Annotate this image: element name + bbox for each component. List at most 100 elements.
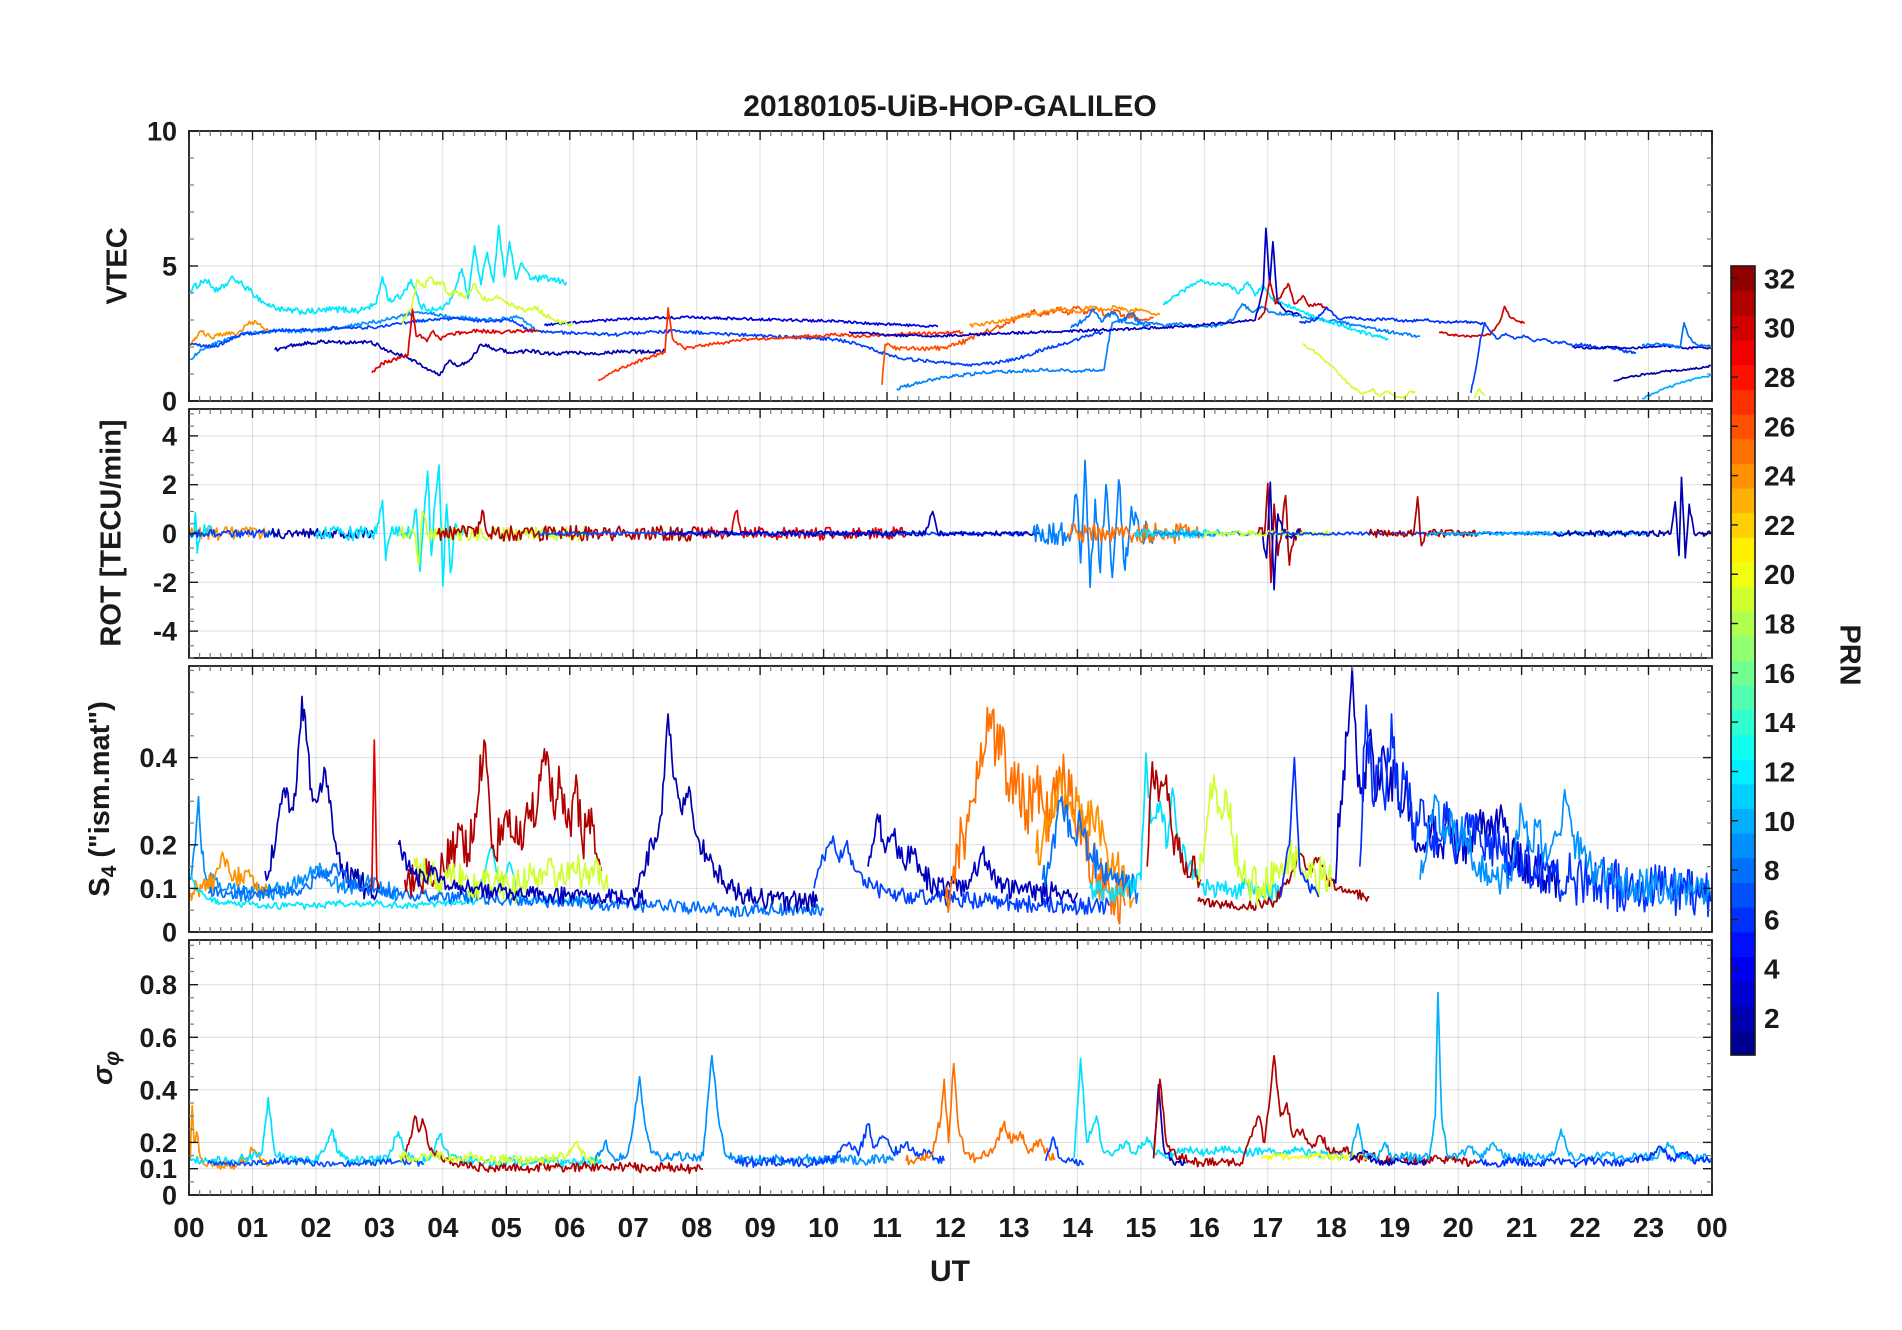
- series-line: [1197, 852, 1370, 911]
- series-line: [813, 835, 1110, 916]
- series-line: [315, 464, 466, 587]
- series-line: [543, 315, 939, 328]
- x-tick-label: 06: [554, 1212, 585, 1243]
- y-tick-label: 0: [162, 387, 177, 417]
- y-tick-label: 0: [162, 918, 177, 948]
- x-tick-label: 08: [681, 1212, 712, 1243]
- rot-series-group: [189, 459, 1712, 591]
- y-tick-label: 0.4: [139, 1075, 177, 1105]
- colorbar-band: [1731, 931, 1755, 957]
- colorbar-tick-label: 26: [1764, 411, 1795, 442]
- series-line: [1349, 991, 1712, 1163]
- y-tick-label: 0.6: [139, 1023, 177, 1053]
- colorbar-tick-label: 16: [1764, 658, 1795, 689]
- y-axis-label-vtec: VTEC: [101, 227, 134, 305]
- x-tick-label: 17: [1252, 1212, 1283, 1243]
- vtec-series-group: [189, 224, 1712, 400]
- series-line: [1476, 1145, 1712, 1168]
- series-line: [867, 813, 1079, 905]
- series-line: [664, 510, 1040, 538]
- series-line: [1146, 761, 1202, 889]
- series-line: [1302, 343, 1416, 400]
- x-tick-label: 09: [745, 1212, 776, 1243]
- colorbar-tick-label: 32: [1764, 263, 1795, 294]
- series-line: [1197, 774, 1333, 906]
- series-line: [1641, 321, 1712, 349]
- colorbar-tick-label: 24: [1764, 461, 1796, 492]
- y-tick-label: -2: [153, 568, 177, 598]
- series-line: [1073, 1057, 1345, 1161]
- series-line: [403, 1115, 704, 1175]
- series-line: [1298, 307, 1485, 326]
- colorbar-band: [1731, 981, 1755, 1007]
- series-line: [896, 302, 1421, 391]
- sigma-label-sub: φ: [100, 1050, 124, 1066]
- series-line: [1473, 388, 1486, 399]
- series-line: [398, 1140, 600, 1166]
- series-line: [1279, 756, 1320, 898]
- series-line: [1641, 374, 1711, 400]
- x-tick-label: 20: [1443, 1212, 1474, 1243]
- series-line: [1419, 788, 1712, 906]
- x-tick-label: 00: [1696, 1212, 1727, 1243]
- series-line: [413, 854, 609, 904]
- y-tick-label: 5: [162, 252, 177, 282]
- colorbar-tick-label: 14: [1764, 707, 1796, 738]
- colorbar-band: [1731, 438, 1755, 464]
- colorbar-band: [1731, 537, 1755, 563]
- series-line: [189, 319, 270, 347]
- chart-title: 20180105-UiB-HOP-GALILEO: [743, 90, 1157, 123]
- colorbar-band: [1731, 339, 1755, 366]
- series-line: [1368, 496, 1478, 547]
- y-axis-label-s4: S4 ("ism.mat"): [84, 701, 122, 897]
- series-line: [207, 1157, 425, 1168]
- series-line: [189, 1096, 603, 1169]
- x-tick-label: 07: [618, 1212, 649, 1243]
- x-tick-label: 03: [364, 1212, 395, 1243]
- series-line: [371, 308, 539, 374]
- x-tick-label: 12: [935, 1212, 966, 1243]
- x-tick-label: 10: [808, 1212, 839, 1243]
- x-tick-label: 18: [1316, 1212, 1347, 1243]
- x-tick-label: 00: [173, 1212, 204, 1243]
- y-tick-label: 4: [162, 421, 177, 451]
- x-tick-label: 13: [998, 1212, 1029, 1243]
- colorbar-band: [1731, 783, 1755, 810]
- panel-rot: -4 -2 0 2 4: [153, 408, 1713, 659]
- s4-label-sub: 4: [97, 865, 121, 878]
- x-tick-label: 15: [1125, 1212, 1156, 1243]
- colorbar-tick-label: 8: [1764, 855, 1780, 886]
- x-tick-label: 04: [427, 1212, 459, 1243]
- y-tick-label: 0.8: [139, 970, 177, 1000]
- y-tick-label: 0.1: [139, 1154, 177, 1184]
- colorbar-band: [1731, 734, 1755, 760]
- y-tick-label: -4: [153, 617, 177, 647]
- series-line: [597, 307, 964, 382]
- series-line: [848, 227, 1300, 338]
- series-line: [1470, 321, 1637, 394]
- series-line: [401, 275, 574, 328]
- series-line: [1032, 459, 1155, 589]
- series-line: [189, 528, 276, 539]
- series-line: [1035, 772, 1136, 909]
- series-line: [274, 339, 666, 377]
- series-line: [1257, 280, 1329, 321]
- y-tick-label: 10: [147, 117, 177, 147]
- x-tick-label: 11: [872, 1212, 902, 1243]
- series-line: [1070, 308, 1152, 329]
- x-tick-label: 01: [237, 1212, 268, 1243]
- y-tick-label: 0.2: [139, 1128, 177, 1158]
- series-line: [436, 509, 701, 542]
- s4-label-main: S: [84, 877, 117, 897]
- series-line: [1358, 704, 1712, 918]
- colorbar-tick-label: 28: [1764, 362, 1795, 393]
- colorbar-band: [1731, 882, 1755, 908]
- colorbar-tick-label: 30: [1764, 313, 1795, 344]
- series-line: [905, 1062, 1056, 1166]
- series-line: [1044, 1136, 1085, 1167]
- y-tick-label: 0: [162, 519, 177, 549]
- colorbar-box: [1730, 265, 1756, 1056]
- colorbar-band: [1731, 833, 1755, 859]
